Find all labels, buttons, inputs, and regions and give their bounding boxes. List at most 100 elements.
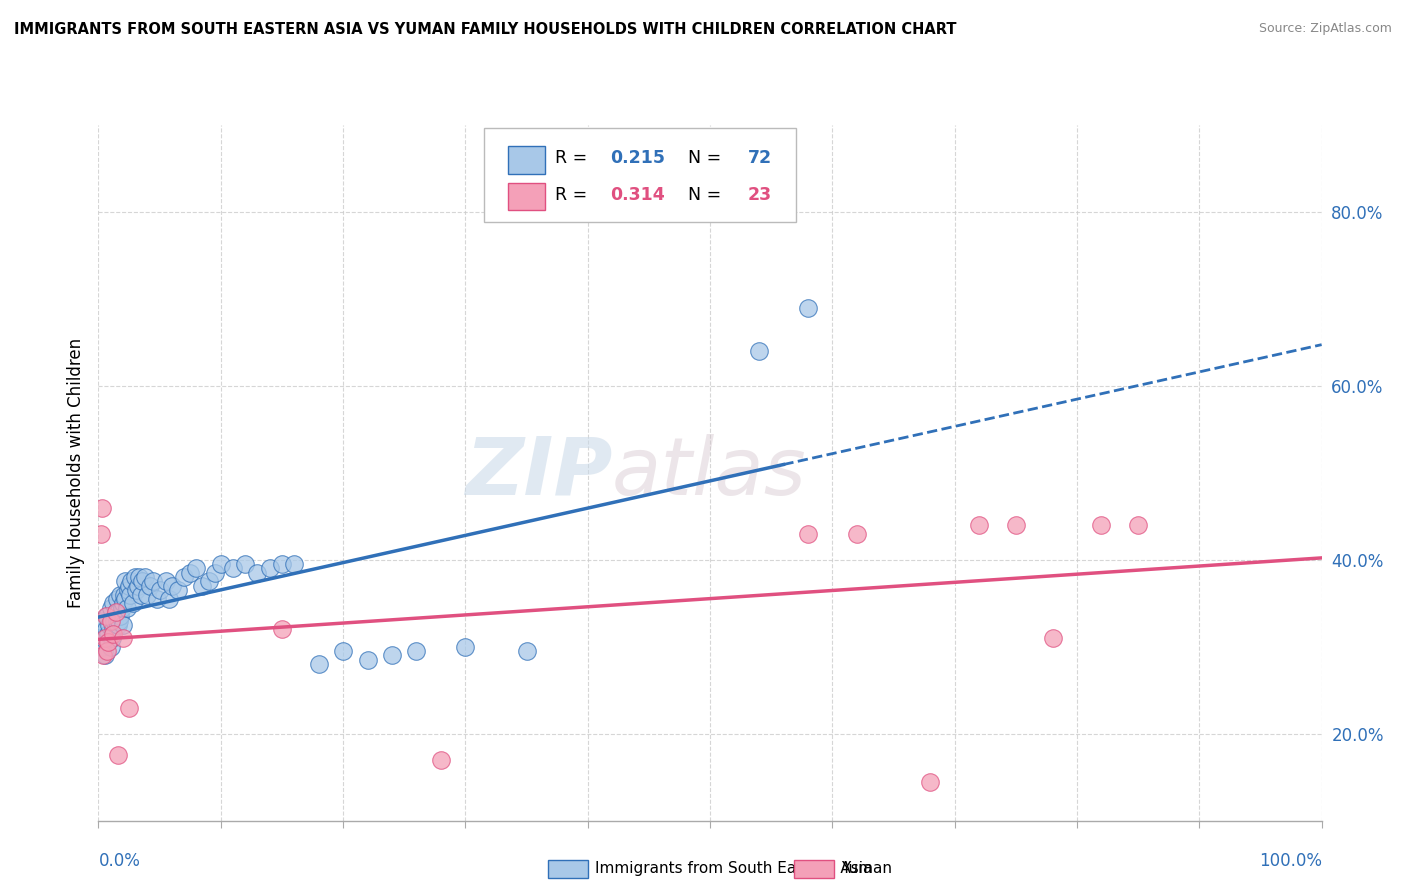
Point [101, 631, 124, 645]
Point [90, 614, 112, 628]
Text: atlas: atlas [612, 434, 807, 512]
Point [115, 600, 138, 615]
Point [270, 557, 294, 571]
Point [104, 605, 127, 619]
Point [430, 753, 453, 767]
Text: 0.215: 0.215 [610, 149, 665, 168]
Point [110, 588, 132, 602]
Point [91, 648, 114, 663]
Point [797, 526, 820, 541]
Point [246, 566, 269, 580]
FancyBboxPatch shape [484, 128, 796, 222]
Point [100, 600, 122, 615]
Point [129, 588, 152, 602]
Point [845, 526, 868, 541]
Point [127, 579, 149, 593]
Bar [508, 183, 546, 211]
Point [111, 596, 134, 610]
Point [179, 566, 201, 580]
Text: Source: ZipAtlas.com: Source: ZipAtlas.com [1258, 22, 1392, 36]
Point [108, 614, 131, 628]
Point [98, 618, 121, 632]
Point [515, 644, 537, 658]
Point [121, 596, 143, 610]
Text: 0.314: 0.314 [610, 186, 665, 204]
Point [797, 301, 820, 315]
Point [308, 657, 330, 671]
Text: Yuman: Yuman [841, 862, 891, 876]
Point [204, 566, 226, 580]
Point [111, 600, 134, 615]
Point [167, 583, 190, 598]
Point [283, 557, 305, 571]
Text: N =: N = [678, 186, 727, 204]
Point [157, 591, 180, 606]
Text: Immigrants from South Eastern Asia: Immigrants from South Eastern Asia [595, 862, 872, 876]
Point [91, 631, 114, 645]
Point [105, 614, 128, 628]
Point [222, 561, 245, 575]
Point [94, 623, 117, 637]
Point [97, 626, 120, 640]
Point [270, 623, 294, 637]
Point [128, 570, 150, 584]
Point [1042, 631, 1064, 645]
Point [1004, 517, 1026, 532]
Text: 100.0%: 100.0% [1258, 852, 1322, 870]
Point [101, 596, 124, 610]
Point [100, 640, 122, 654]
Point [134, 570, 156, 584]
Point [112, 588, 135, 602]
Point [155, 574, 177, 589]
Point [233, 557, 256, 571]
Point [91, 640, 114, 654]
Text: 0.0%: 0.0% [98, 852, 141, 870]
Point [173, 570, 195, 584]
Point [90, 526, 112, 541]
Point [209, 557, 232, 571]
Point [120, 574, 142, 589]
Point [111, 631, 134, 645]
Point [1090, 517, 1112, 532]
Point [191, 579, 214, 593]
Text: IMMIGRANTS FROM SOUTH EASTERN ASIA VS YUMAN FAMILY HOUSEHOLDS WITH CHILDREN CORR: IMMIGRANTS FROM SOUTH EASTERN ASIA VS YU… [14, 22, 956, 37]
Point [136, 588, 159, 602]
Point [104, 605, 127, 619]
Point [107, 605, 129, 619]
Point [101, 623, 124, 637]
Point [101, 626, 124, 640]
Text: N =: N = [678, 149, 727, 168]
Point [93, 631, 115, 645]
Point [967, 517, 990, 532]
Point [103, 614, 125, 628]
Point [94, 609, 117, 624]
Point [259, 561, 281, 575]
Point [332, 644, 354, 658]
Point [124, 570, 146, 584]
Point [131, 574, 153, 589]
Point [160, 579, 183, 593]
Point [105, 591, 128, 606]
Point [146, 591, 169, 606]
Point [96, 644, 118, 658]
Point [114, 574, 136, 589]
Point [197, 574, 219, 589]
Text: ZIP: ZIP [465, 434, 612, 512]
Point [125, 583, 148, 598]
Point [118, 579, 141, 593]
Point [405, 644, 427, 658]
Text: 23: 23 [748, 186, 772, 204]
Y-axis label: Family Households with Children: Family Households with Children [66, 338, 84, 607]
Point [120, 588, 142, 602]
Point [107, 618, 129, 632]
Point [356, 653, 378, 667]
Text: R =: R = [555, 149, 592, 168]
Point [920, 774, 942, 789]
Bar [508, 146, 546, 174]
Point [142, 574, 165, 589]
Point [149, 583, 172, 598]
Point [107, 748, 129, 763]
Point [454, 640, 477, 654]
Point [1128, 517, 1150, 532]
Point [91, 500, 114, 515]
